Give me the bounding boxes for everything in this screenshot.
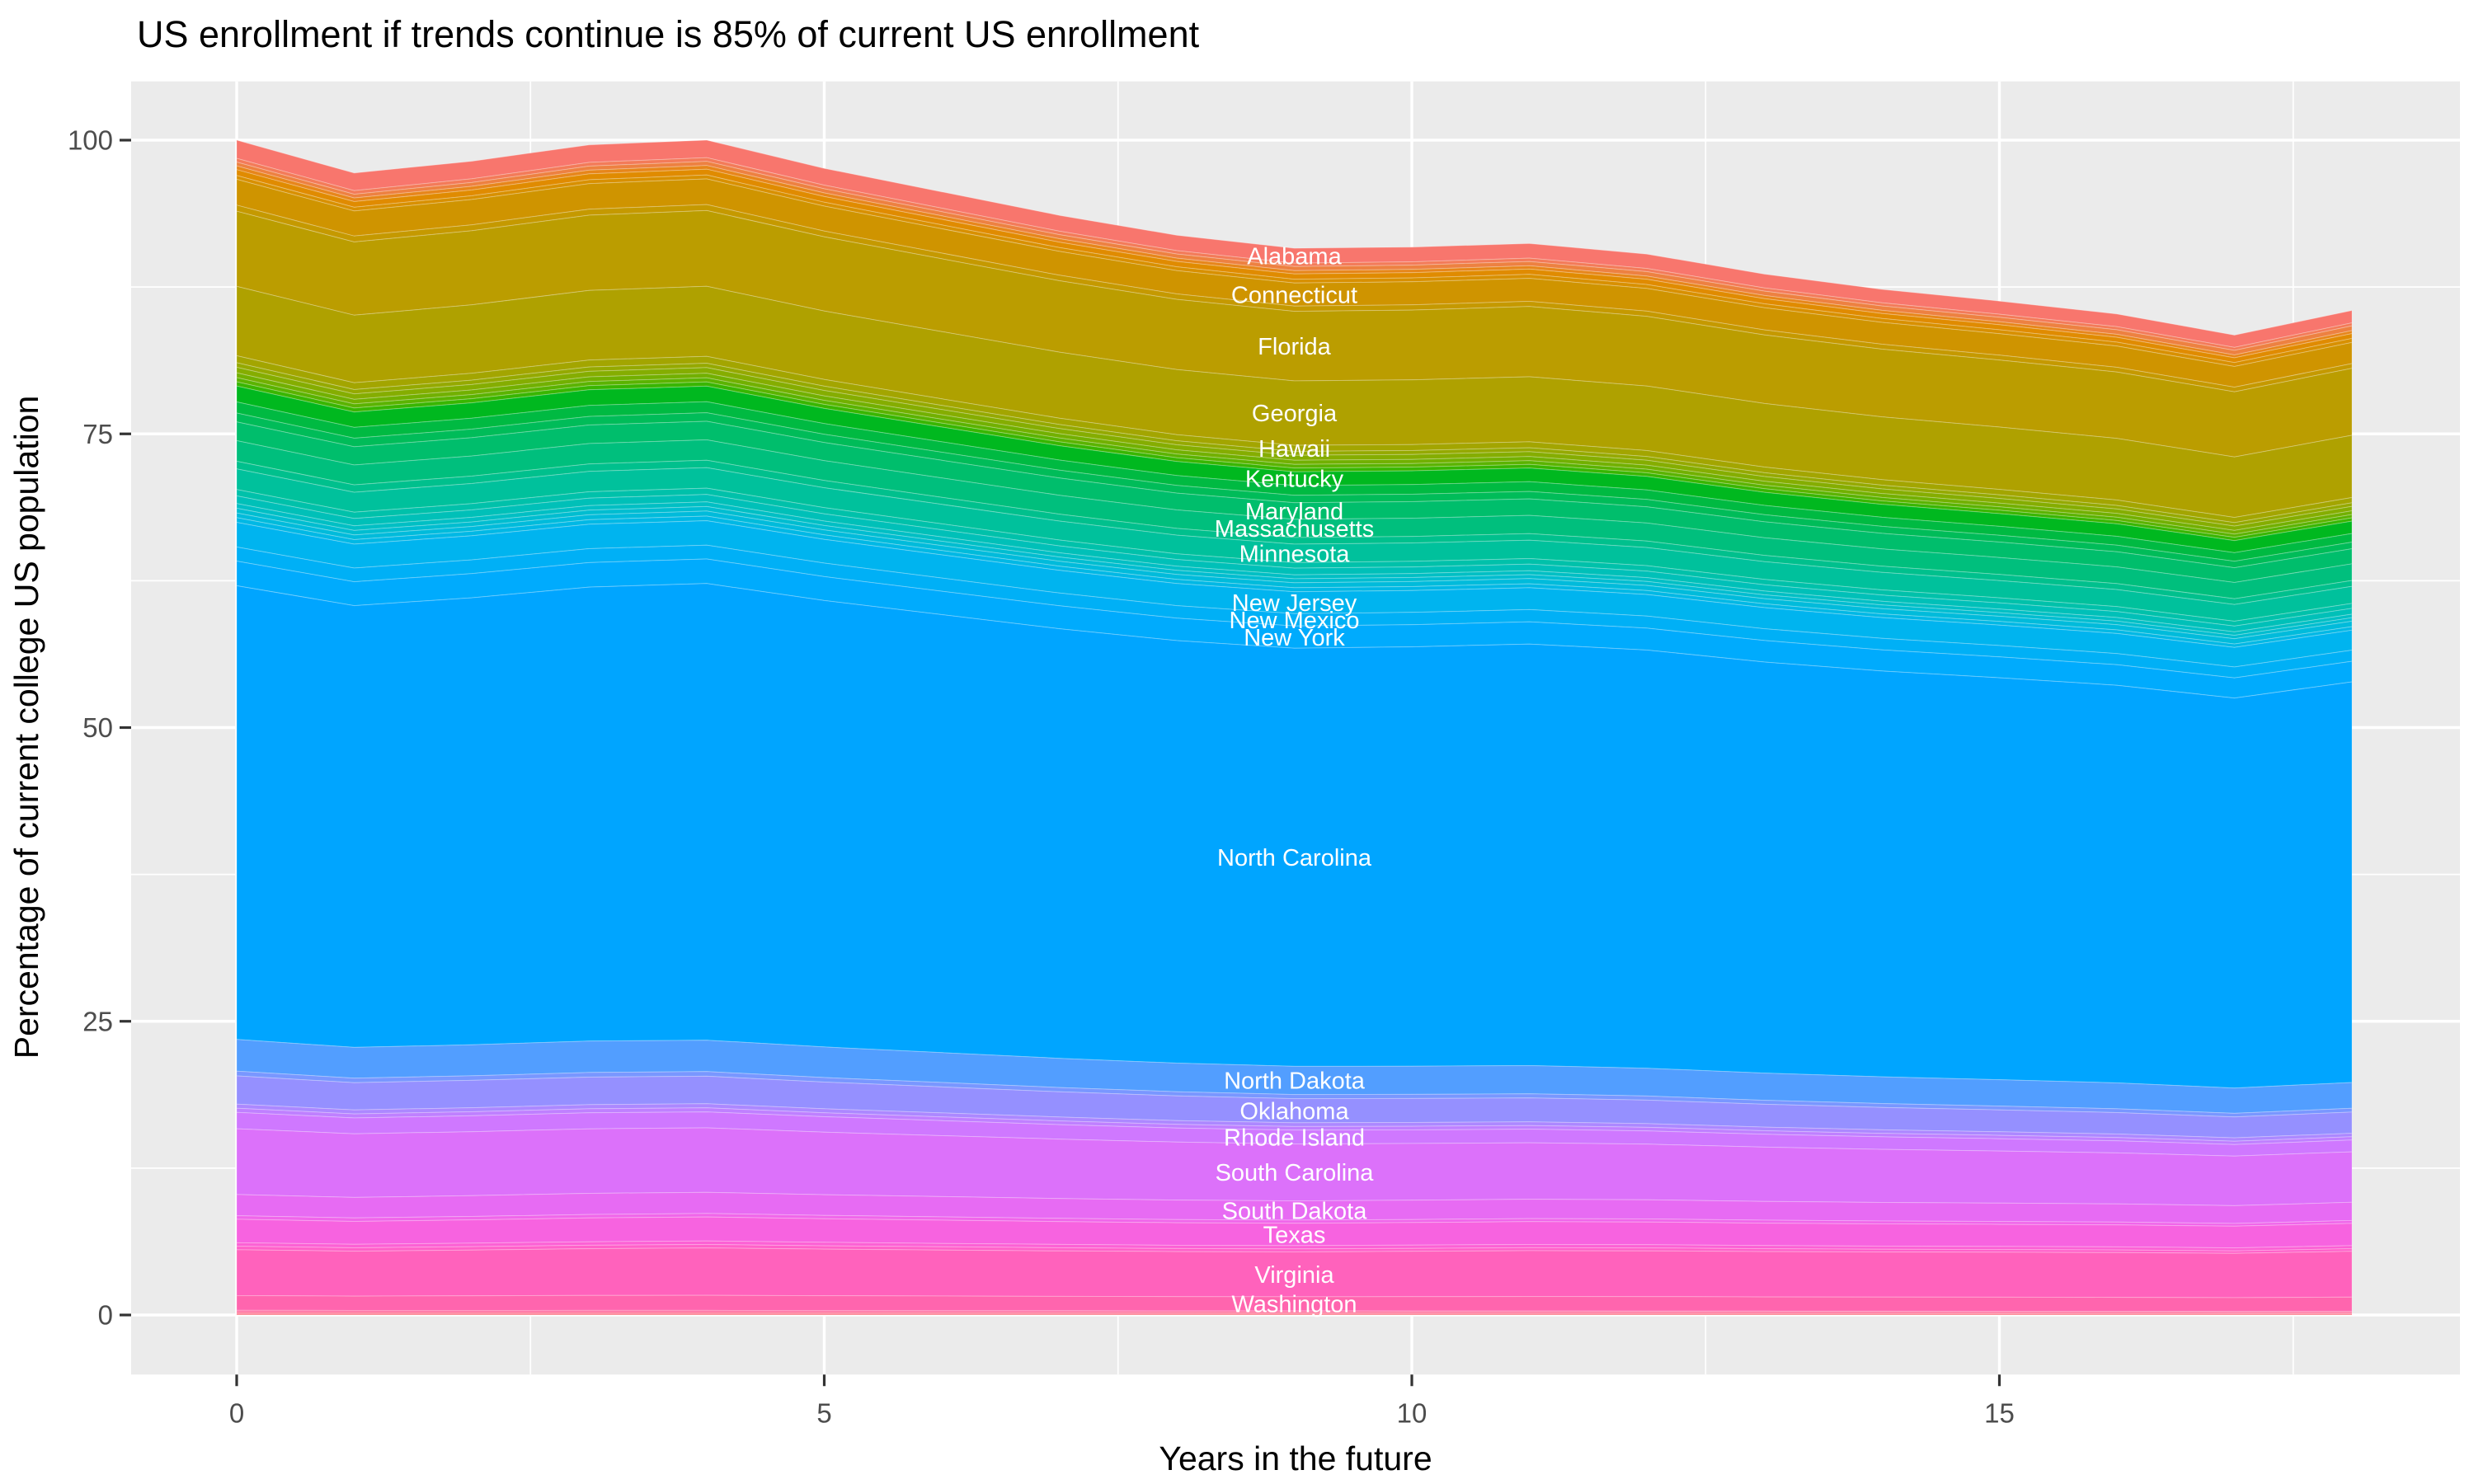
x-tick-label: 10 — [1397, 1397, 1427, 1428]
y-tick-label: 25 — [82, 1006, 113, 1036]
state-label-rhode-island: Rhode Island — [1224, 1125, 1365, 1151]
x-tick-label: 15 — [1984, 1397, 2015, 1428]
state-label-hawaii: Hawaii — [1258, 436, 1330, 463]
state-label-south-carolina: South Carolina — [1216, 1160, 1375, 1186]
y-tick-label: 0 — [98, 1300, 113, 1331]
state-label-new-york: New York — [1244, 625, 1345, 651]
x-axis-title: Years in the future — [1159, 1439, 1432, 1477]
y-tick-label: 50 — [82, 712, 113, 743]
state-label-florida: Florida — [1258, 334, 1332, 360]
state-label-connecticut: Connecticut — [1231, 282, 1357, 308]
state-label-new-mexico: New Mexico — [1230, 608, 1360, 634]
state-label-north-carolina: North Carolina — [1217, 845, 1372, 871]
area-wyoming — [236, 1313, 2353, 1316]
y-tick-label: 100 — [68, 125, 113, 156]
state-label-oklahoma: Oklahoma — [1239, 1098, 1349, 1125]
y-axis-title: Percentage of current college US populat… — [7, 396, 45, 1059]
state-label-south-dakota: South Dakota — [1222, 1198, 1368, 1224]
axis-layer: 0 25 50 75 100 0 5 10 15 — [68, 125, 2015, 1429]
state-label-alabama: Alabama — [1247, 243, 1342, 270]
state-label-virginia: Virginia — [1254, 1262, 1334, 1289]
state-label-north-dakota: North Dakota — [1224, 1068, 1366, 1095]
state-label-maryland: Maryland — [1245, 499, 1343, 525]
state-label-massachusetts: Massachusetts — [1215, 516, 1374, 542]
y-tick-label: 75 — [82, 419, 113, 449]
x-tick-label: 5 — [816, 1397, 831, 1428]
area-layer — [236, 139, 2353, 1316]
state-label-texas: Texas — [1263, 1222, 1326, 1248]
state-label-new-jersey: New Jersey — [1232, 590, 1357, 617]
state-label-kentucky: Kentucky — [1245, 467, 1344, 493]
state-label-minnesota: Minnesota — [1239, 541, 1351, 567]
state-label-georgia: Georgia — [1252, 401, 1338, 427]
state-label-layer: Alabama Connecticut Florida Georgia Hawaii Ke… — [1215, 243, 1375, 1317]
chart-title: US enrollment if trends continue is 85% … — [137, 13, 1200, 55]
state-label-washington: Washington — [1231, 1292, 1357, 1318]
x-tick-label: 0 — [229, 1397, 244, 1428]
